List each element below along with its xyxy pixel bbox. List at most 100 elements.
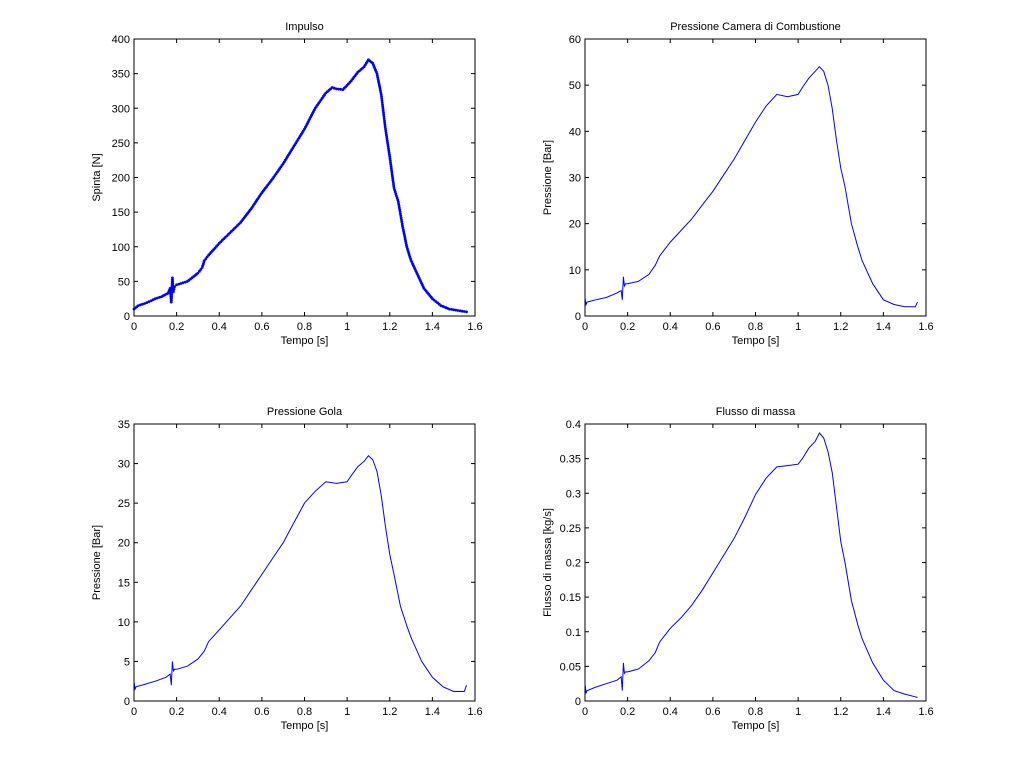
data-point (382, 117, 386, 121)
x-tick-label: 1 (795, 706, 801, 718)
x-tick-label: 1.4 (425, 321, 440, 333)
chart-title: Impulso (285, 21, 324, 33)
data-point (456, 309, 460, 312)
y-tick-label: 0 (124, 696, 130, 708)
data-point (383, 121, 387, 125)
x-tick-label: 1.4 (876, 321, 891, 333)
x-tick-label: 0.8 (748, 706, 763, 718)
x-tick-label: 0 (131, 706, 137, 718)
x-tick-label: 1.2 (833, 321, 848, 333)
x-tick-label: 0 (131, 321, 137, 333)
series-line (133, 454, 467, 692)
x-tick-label: 1.6 (467, 321, 482, 333)
y-tick-label: 0.05 (560, 661, 581, 673)
axes-frame (133, 423, 476, 702)
y-tick-label: 0.2 (566, 558, 581, 570)
data-point (458, 309, 462, 313)
data-point (400, 220, 404, 224)
x-tick-label: 0.4 (663, 321, 678, 333)
data-point (380, 101, 384, 104)
data-point (335, 87, 338, 91)
y-axis-label: Flusso di massa [kg/s] (542, 508, 554, 617)
y-tick-label: 10 (118, 617, 130, 629)
y-tick-label: 350 (112, 69, 130, 81)
chart-title: Pressione Camera di Combustione (670, 21, 841, 33)
x-tick-label: 1 (795, 321, 801, 333)
data-point (462, 310, 466, 313)
x-axis-label: Tempo [s] (281, 335, 329, 347)
chart-3: 0 0.2 0.4 0.6 0.8 1 1.2 1.4 1.6 0 5 10 15 20 25 30 35 Pre… (91, 406, 483, 732)
x-tick-label: 0.4 (212, 321, 227, 333)
y-tick-label: 0.1 (566, 627, 581, 639)
y-axis-label: Spinta [N] (91, 153, 103, 201)
data-point (381, 105, 385, 108)
data-point (465, 310, 468, 314)
x-tick-label: 0 (582, 706, 588, 718)
data-point (452, 308, 456, 312)
chart-title: Pressione Gola (267, 406, 343, 418)
x-tick-label: 0.6 (254, 321, 269, 333)
data-point (173, 285, 176, 289)
data-point (454, 308, 458, 312)
data-point (170, 292, 174, 296)
data-point (143, 302, 147, 305)
data-point (181, 281, 185, 285)
x-tick-label: 0.8 (297, 706, 312, 718)
x-tick-label: 1.4 (425, 706, 440, 718)
data-point (398, 210, 402, 214)
data-point (175, 283, 179, 287)
x-tick-label: 1.6 (918, 706, 933, 718)
x-tick-label: 0.4 (663, 706, 678, 718)
chart-4: 0 0.2 0.4 0.6 0.8 1 1.2 1.4 1.6 0 0.05 0.1 0.15 0.2 0.… (542, 406, 934, 732)
data-point (380, 95, 383, 98)
data-point (156, 296, 159, 300)
data-point (170, 294, 174, 298)
y-tick-label: 300 (112, 103, 130, 115)
y-tick-label: 50 (118, 276, 130, 288)
y-tick-label: 15 (118, 577, 130, 589)
data-point (151, 298, 155, 302)
x-tick-label: 0 (582, 321, 588, 333)
data-point (337, 87, 340, 91)
x-tick-label: 0.8 (297, 321, 312, 333)
y-axis-label: Pressione [Bar] (91, 525, 103, 600)
y-tick-label: 0.15 (560, 592, 581, 604)
data-point (450, 308, 453, 311)
y-tick-label: 20 (569, 219, 581, 231)
data-point (170, 296, 173, 300)
y-tick-label: 0 (575, 311, 581, 323)
x-tick-label: 1.2 (833, 706, 848, 718)
y-tick-label: 40 (569, 126, 581, 138)
x-tick-label: 0.2 (169, 706, 184, 718)
y-tick-label: 0.3 (566, 488, 581, 500)
x-tick-label: 1.4 (876, 706, 891, 718)
y-tick-label: 400 (112, 34, 130, 46)
chart-1: 0 0.2 0.4 0.6 0.8 1 1.2 1.4 1.6 0 50 100 150 200 250 30… (91, 21, 483, 347)
y-tick-label: 200 (112, 173, 130, 185)
data-point (177, 282, 181, 286)
data-point (332, 86, 336, 90)
y-tick-label: 60 (569, 34, 581, 46)
y-tick-label: 0.4 (566, 419, 581, 431)
data-point (149, 299, 153, 303)
data-point (145, 301, 149, 304)
data-point (141, 302, 144, 306)
data-point (448, 307, 451, 311)
data-point (169, 300, 173, 304)
x-tick-label: 0.2 (169, 321, 184, 333)
x-tick-label: 0.6 (705, 321, 720, 333)
chart-title: Flusso di massa (716, 406, 796, 418)
y-tick-label: 0.35 (560, 454, 581, 466)
y-tick-label: 30 (569, 173, 581, 185)
x-tick-label: 0.6 (705, 706, 720, 718)
y-tick-label: 25 (118, 498, 130, 510)
x-tick-label: 1.2 (382, 321, 397, 333)
y-axis-label: Pressione [Bar] (542, 140, 554, 215)
y-tick-label: 5 (124, 656, 130, 668)
x-axis-label: Tempo [s] (732, 335, 780, 347)
y-tick-label: 50 (569, 80, 581, 92)
x-tick-label: 0.6 (254, 706, 269, 718)
x-tick-label: 1.2 (382, 706, 397, 718)
axes-frame (584, 38, 927, 317)
